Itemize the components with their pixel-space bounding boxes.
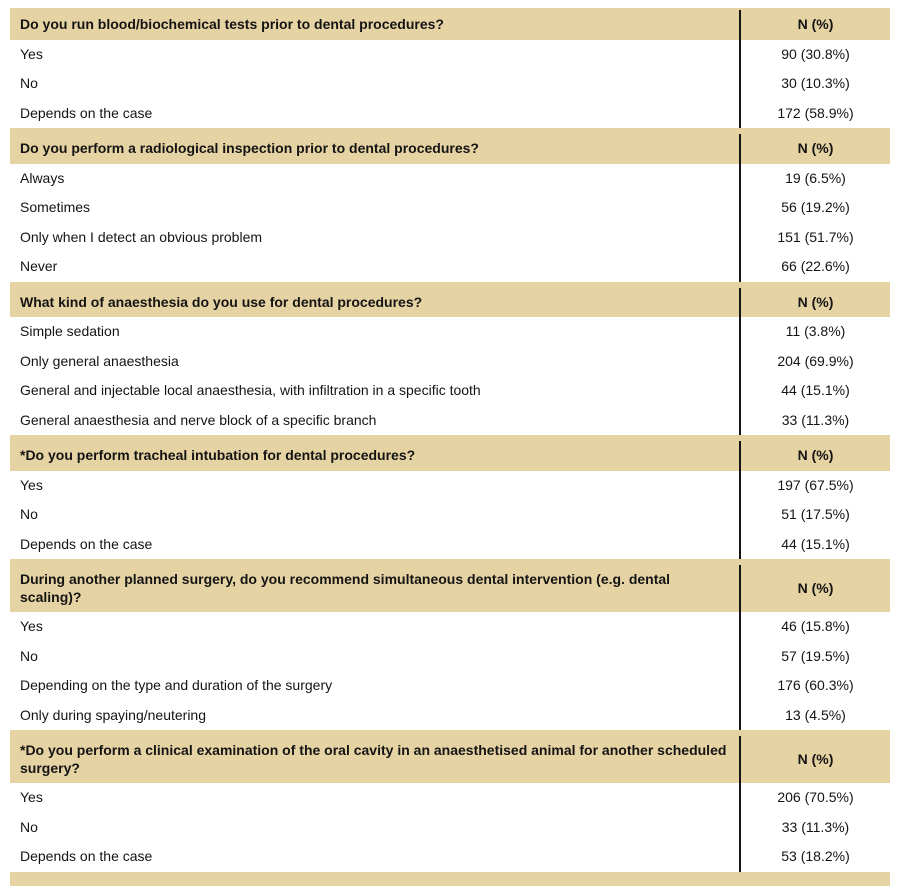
row-value: 44 (15.1%) [740,376,890,406]
row-value: 46 (15.8%) [740,612,890,642]
row-value: 204 (69.9%) [740,347,890,377]
value-header: N (%) [740,440,890,471]
table-row: Depends on the case 44 (15.1%) [10,530,890,560]
table-row: No 51 (17.5%) [10,500,890,530]
row-value: 90 (30.8%) [740,40,890,70]
row-value: 33 (11.3%) [740,813,890,843]
value-header: N (%) [740,133,890,164]
row-label: General and injectable local anaesthesia… [10,376,740,406]
table-row: General and injectable local anaesthesia… [10,376,890,406]
row-label: General anaesthesia and nerve block of a… [10,406,740,436]
table-bottom-bar [10,872,890,886]
row-value: 30 (10.3%) [740,69,890,99]
table-row: Yes 90 (30.8%) [10,40,890,70]
value-header: N (%) [740,564,890,612]
row-label: No [10,69,740,99]
row-value: 57 (19.5%) [740,642,890,672]
row-label: No [10,813,740,843]
row-label: Yes [10,612,740,642]
table-row: General anaesthesia and nerve block of a… [10,406,890,436]
row-label: No [10,642,740,672]
table-row: No 33 (11.3%) [10,813,890,843]
table-row: No 57 (19.5%) [10,642,890,672]
value-header: N (%) [740,287,890,318]
row-label: Only general anaesthesia [10,347,740,377]
row-value: 206 (70.5%) [740,783,890,813]
row-label: Depends on the case [10,842,740,872]
table-row: Only during spaying/neutering 13 (4.5%) [10,701,890,731]
section-header: During another planned surgery, do you r… [10,564,890,612]
row-value: 33 (11.3%) [740,406,890,436]
row-label: Always [10,164,740,194]
row-value: 51 (17.5%) [740,500,890,530]
table-row: Yes 46 (15.8%) [10,612,890,642]
question-text: Do you run blood/biochemical tests prior… [10,9,740,40]
row-value: 11 (3.8%) [740,317,890,347]
table-row: Never 66 (22.6%) [10,252,890,282]
row-label: Depends on the case [10,99,740,129]
question-text: *Do you perform tracheal intubation for … [10,440,740,471]
table-row: Only general anaesthesia 204 (69.9%) [10,347,890,377]
row-value: 53 (18.2%) [740,842,890,872]
row-label: Only during spaying/neutering [10,701,740,731]
section-header: Do you perform a radiological inspection… [10,133,890,164]
section-header: Do you run blood/biochemical tests prior… [10,9,890,40]
row-label: Yes [10,471,740,501]
row-value: 197 (67.5%) [740,471,890,501]
table-row: Yes 206 (70.5%) [10,783,890,813]
question-text: During another planned surgery, do you r… [10,564,740,612]
page-container: Do you run blood/biochemical tests prior… [0,0,900,896]
row-value: 151 (51.7%) [740,223,890,253]
row-label: Only when I detect an obvious problem [10,223,740,253]
row-label: Simple sedation [10,317,740,347]
section-header: What kind of anaesthesia do you use for … [10,287,890,318]
survey-table-body: Do you run blood/biochemical tests prior… [10,9,890,886]
row-value: 44 (15.1%) [740,530,890,560]
value-header: N (%) [740,9,890,40]
row-label: Depends on the case [10,530,740,560]
table-row: Yes 197 (67.5%) [10,471,890,501]
row-value: 19 (6.5%) [740,164,890,194]
row-label: Yes [10,40,740,70]
row-value: 172 (58.9%) [740,99,890,129]
table-row: Depends on the case 53 (18.2%) [10,842,890,872]
row-value: 56 (19.2%) [740,193,890,223]
row-label: Yes [10,783,740,813]
row-label: No [10,500,740,530]
row-label: Sometimes [10,193,740,223]
row-label: Never [10,252,740,282]
table-row: Simple sedation 11 (3.8%) [10,317,890,347]
table-row: No 30 (10.3%) [10,69,890,99]
row-label: Depending on the type and duration of th… [10,671,740,701]
row-value: 176 (60.3%) [740,671,890,701]
table-row: Depends on the case 172 (58.9%) [10,99,890,129]
question-text: What kind of anaesthesia do you use for … [10,287,740,318]
table-row: Depending on the type and duration of th… [10,671,890,701]
row-value: 66 (22.6%) [740,252,890,282]
section-header: *Do you perform tracheal intubation for … [10,440,890,471]
survey-table: Do you run blood/biochemical tests prior… [10,8,890,886]
table-row: Sometimes 56 (19.2%) [10,193,890,223]
row-value: 13 (4.5%) [740,701,890,731]
table-row: Always 19 (6.5%) [10,164,890,194]
question-text: Do you perform a radiological inspection… [10,133,740,164]
table-row: Only when I detect an obvious problem 15… [10,223,890,253]
